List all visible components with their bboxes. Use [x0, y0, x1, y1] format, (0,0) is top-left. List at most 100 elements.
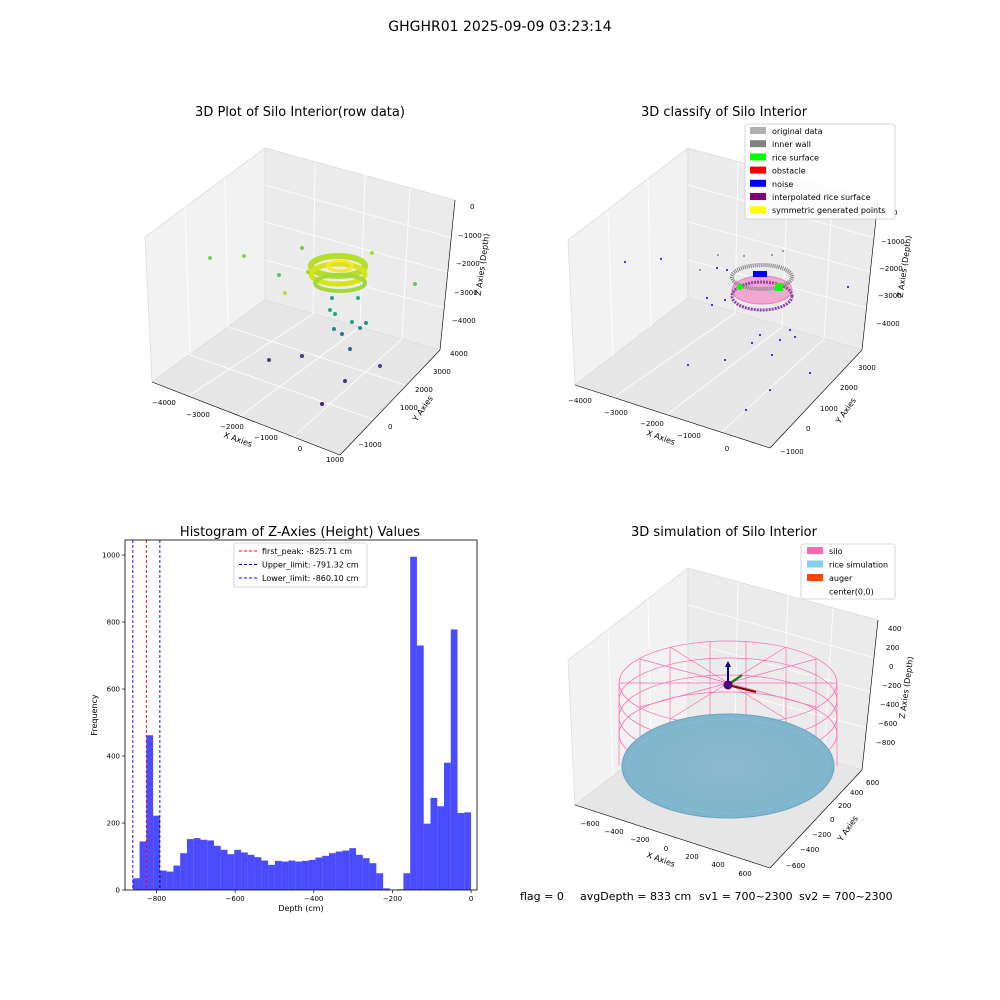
sim-y-axis-line [769, 769, 863, 869]
hist-bar [146, 735, 154, 890]
cls-x-tick: −3000 [604, 409, 628, 417]
raw-z-tick: −3000 [454, 289, 478, 297]
hist-plot-frame [124, 539, 478, 891]
sim-z-tick: −200 [882, 682, 901, 690]
cls-legend-swatch [750, 127, 766, 134]
cls-grid [607, 161, 876, 439]
sim-legend-swatch [807, 574, 823, 581]
hist-vlines [132, 540, 161, 890]
cls-x-tick: −4000 [568, 397, 592, 405]
panel-simulation-3d: 3D simulation of Silo Interior [567, 525, 915, 878]
sim-y-tick: −200 [812, 831, 831, 839]
sim-auger [723, 661, 757, 693]
hist-bar [383, 888, 390, 890]
status-footer: flag = 0 avgDepth = 833 cm sv1 = 700~230… [520, 890, 893, 903]
hist-bar [288, 860, 296, 890]
hist-bar [180, 853, 187, 890]
hist-bar [437, 806, 445, 890]
cls-y-tick: 1000 [820, 405, 838, 413]
sim-x-tick: 200 [685, 853, 698, 861]
raw-z-tick: 0 [470, 203, 474, 211]
status-sv1: sv1 = 700~2300 [699, 890, 793, 903]
cls-legend-label: symmetric generated points [772, 206, 885, 215]
sim-z-tick: 400 [888, 625, 901, 633]
panel-classify-title: 3D classify of Silo Interior [641, 105, 808, 120]
hist-bar [166, 871, 174, 890]
sim-legend: silo rice simulation auger center(0,0) [800, 543, 896, 600]
raw-x-tick: −1000 [254, 434, 278, 442]
hist-x-ticks: −800 −600 −400 −200 0 [147, 890, 473, 903]
cls-y-tick: 2000 [840, 384, 858, 392]
cls-y-tick: 3000 [858, 364, 876, 372]
cls-legend-swatch [750, 166, 766, 174]
hist-bar [356, 854, 363, 890]
hist-bar [220, 849, 228, 890]
raw-z-ticks: 0 −1000 −2000 −3000 −4000 [452, 203, 482, 325]
cls-z-tick: −3000 [878, 292, 902, 300]
raw-x-label: X Axies [222, 430, 253, 449]
sim-y-tick: 600 [866, 779, 879, 787]
hist-y-tick: 0 [116, 887, 120, 895]
hist-x-tick: −600 [226, 895, 245, 903]
sim-y-tick: −400 [800, 846, 819, 854]
hist-bar [193, 838, 201, 890]
raw-grid [184, 161, 453, 441]
hist-bar [450, 629, 458, 890]
hist-bar [281, 861, 289, 890]
hist-x-tick: −400 [304, 895, 323, 903]
sim-x-tick: −200 [630, 836, 649, 844]
hist-bar [308, 859, 316, 890]
cls-y-tick: −1000 [780, 448, 804, 456]
sim-y-tick: 400 [850, 789, 863, 797]
cls-legend-swatch [750, 179, 766, 187]
cls-x-tick: −1000 [677, 432, 701, 440]
cls-z-axis-line [861, 199, 879, 351]
hist-bar [214, 845, 221, 890]
sim-z-ticks: 400 200 0 −200 −400 −600 −800 [876, 625, 901, 747]
hist-bar [369, 863, 377, 890]
sim-legend-label: rice simulation [829, 561, 888, 570]
hist-bar [132, 878, 140, 890]
sim-y-tick: 0 [830, 816, 834, 824]
sim-x-tick: −400 [604, 828, 623, 836]
hist-bar [416, 645, 424, 890]
panel-raw-title: 3D Plot of Silo Interior(row data) [195, 105, 405, 120]
raw-y-tick: 2000 [415, 386, 433, 394]
hist-legend-label: Upper_limit: -791.32 cm [262, 561, 359, 570]
hist-bar [173, 865, 181, 890]
hist-bar [234, 849, 242, 890]
hist-bar [444, 762, 451, 890]
sim-x-tick: 600 [738, 870, 751, 878]
raw-y-tick: 3000 [433, 368, 451, 376]
sim-legend-box [800, 543, 896, 600]
hist-bar [301, 860, 309, 890]
raw-x-tick: −3000 [186, 411, 210, 419]
status-avg-depth: avgDepth = 833 cm [580, 890, 691, 903]
hist-x-tick: −200 [383, 895, 402, 903]
sim-y-tick: 200 [838, 802, 851, 810]
hist-bar [322, 855, 330, 890]
hist-y-tick: 800 [107, 619, 120, 627]
sim-legend-label: silo [829, 547, 843, 556]
hist-legend-label: first_peak: -825.71 cm [262, 547, 352, 556]
raw-scatter-outliers [208, 246, 417, 406]
sim-legend-swatch [807, 560, 823, 568]
raw-x-tick: −2000 [220, 423, 244, 431]
status-flag: flag = 0 [520, 890, 564, 903]
raw-z-tick: −1000 [458, 232, 482, 240]
hist-y-tick: 1000 [102, 552, 120, 560]
raw-z-tick: −2000 [456, 260, 480, 268]
raw-y-tick: 4000 [450, 350, 468, 358]
hist-bar [464, 812, 472, 890]
sim-rice-surface [621, 713, 835, 819]
cls-z-tick: −1000 [881, 238, 905, 246]
hist-bar [241, 852, 248, 890]
sim-z-tick: 0 [889, 663, 893, 671]
raw-y-ticks: −1000 0 1000 2000 3000 4000 [358, 350, 468, 449]
hist-bar [423, 823, 431, 890]
hist-bar [315, 857, 323, 890]
sim-rice-texture [627, 718, 829, 814]
raw-y-tick: −1000 [358, 441, 382, 449]
sim-z-axis-line [861, 619, 879, 771]
sim-x-ticks: −600 −400 −200 0 200 400 600 [580, 820, 751, 878]
